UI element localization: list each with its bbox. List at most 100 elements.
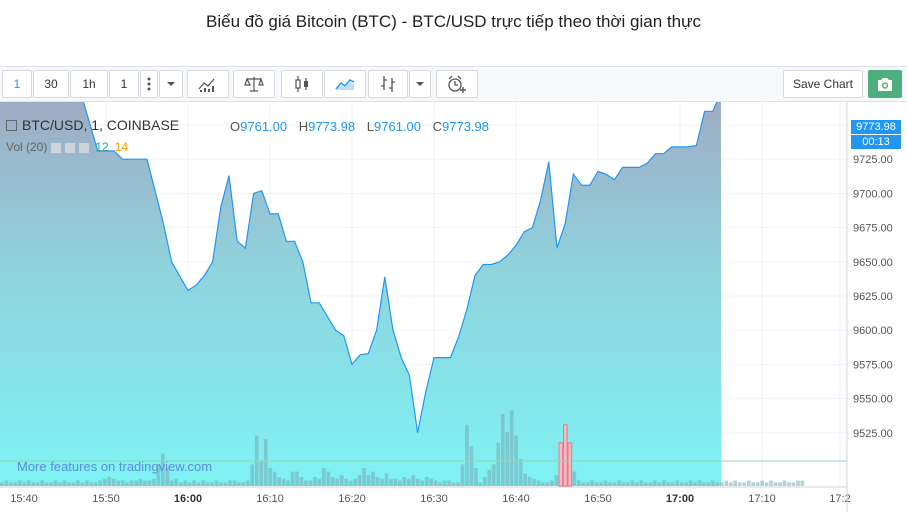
x-tick-label: 16:10 xyxy=(256,493,284,505)
volume-bar xyxy=(545,482,550,486)
tradingview-link[interactable]: More features on tradingview.com xyxy=(17,459,213,474)
y-tick-label: 9525.00 xyxy=(853,428,893,440)
compare-icon[interactable] xyxy=(233,70,275,98)
volume-bar xyxy=(679,482,684,486)
volume-bar xyxy=(44,482,49,486)
volume-bar xyxy=(214,480,219,486)
indicators-icon[interactable] xyxy=(187,70,229,98)
volume-bar xyxy=(165,468,170,486)
volume-bar xyxy=(326,471,331,486)
alert-clock-icon[interactable] xyxy=(436,70,478,98)
volume-bar xyxy=(491,464,496,486)
settings-icon[interactable] xyxy=(65,142,76,153)
save-chart-button[interactable]: Save Chart xyxy=(783,70,863,98)
volume-bar xyxy=(456,482,460,486)
camera-icon[interactable] xyxy=(868,70,902,98)
symbol-legend[interactable]: BTC/USD, 1, COINBASE xyxy=(6,117,179,133)
chevron-down-icon[interactable] xyxy=(159,70,183,98)
volume-legend[interactable]: Vol (20) 12 14 xyxy=(6,140,128,154)
volume-bar xyxy=(796,480,800,486)
volume-bar xyxy=(572,471,577,486)
price-area-fill xyxy=(0,102,721,486)
volume-bar xyxy=(134,480,138,486)
low-value: 9761.00 xyxy=(374,119,421,134)
volume-bar xyxy=(644,482,648,486)
chevron-down-icon[interactable] xyxy=(409,70,431,98)
ohlc-values: O9761.00 H9773.98 L9761.00 C9773.98 xyxy=(222,119,489,134)
interval-button-1-custom[interactable]: 1 xyxy=(109,70,139,98)
y-tick-label: 9550.00 xyxy=(853,394,893,406)
volume-bar xyxy=(527,477,532,486)
volume-bar xyxy=(563,424,568,487)
low-label: L xyxy=(366,119,374,134)
volume-bar xyxy=(648,482,653,486)
volume-bar xyxy=(603,480,608,486)
volume-bar xyxy=(375,477,380,486)
price-chart[interactable]: 9750.009725.009700.009675.009650.009625.… xyxy=(0,102,907,512)
volume-bar xyxy=(272,471,277,486)
volume-bar xyxy=(684,482,688,486)
interval-button-30[interactable]: 30 xyxy=(33,70,69,98)
volume-bar xyxy=(304,480,308,486)
volume-bar xyxy=(98,480,103,486)
volume-bar xyxy=(505,432,510,486)
volume-bar xyxy=(558,442,564,487)
area-chart-icon[interactable] xyxy=(324,70,366,98)
volume-bar xyxy=(22,482,27,486)
volume-bar xyxy=(344,478,349,486)
volume-bar xyxy=(599,482,603,486)
volume-bar xyxy=(751,482,755,486)
interval-button-1[interactable]: 1 xyxy=(2,70,32,98)
volume-bar xyxy=(576,480,581,486)
volume-bar xyxy=(760,480,764,486)
volume-bar xyxy=(630,480,635,486)
volume-bar xyxy=(107,477,111,486)
volume-bar xyxy=(35,482,40,486)
volume-bar xyxy=(161,453,165,486)
more-icon[interactable] xyxy=(140,70,158,98)
x-tick-label: 17:2 xyxy=(829,493,850,505)
volume-bar xyxy=(201,480,205,486)
close-icon[interactable] xyxy=(79,142,90,153)
volume-bar xyxy=(554,475,559,486)
chart-plot-area[interactable]: 9750.009725.009700.009675.009650.009625.… xyxy=(0,102,907,512)
volume-bar xyxy=(232,480,237,486)
volume-bar xyxy=(773,482,778,486)
volume-bar xyxy=(693,482,697,486)
bars-style-icon[interactable] xyxy=(368,70,408,98)
volume-bar xyxy=(782,480,787,486)
volume-bar xyxy=(26,480,31,486)
volume-bar xyxy=(317,478,322,486)
volume-bar xyxy=(746,480,751,486)
price-line xyxy=(82,102,718,433)
volume-bar xyxy=(541,482,545,486)
volume-bar xyxy=(330,477,335,486)
volume-bar xyxy=(263,439,268,486)
volume-label: Vol (20) xyxy=(6,140,48,154)
volume-bar xyxy=(787,482,791,486)
volume-bar xyxy=(120,480,125,486)
eye-icon[interactable] xyxy=(51,142,62,153)
volume-bar xyxy=(433,480,438,486)
y-tick-label: 9675.00 xyxy=(853,223,893,235)
volume-bar xyxy=(478,482,483,486)
volume-value-1: 12 xyxy=(95,140,109,154)
volume-bar xyxy=(737,482,742,486)
collapse-toggle-icon[interactable] xyxy=(6,119,17,131)
volume-bar xyxy=(290,471,295,486)
page-title: Biểu đồ giá Bitcoin (BTC) - BTC/USD trực… xyxy=(206,12,701,31)
chart-toolbar: 1 30 1h 1 Save Chart xyxy=(0,67,907,102)
volume-bar xyxy=(702,482,706,486)
volume-bar xyxy=(652,480,657,486)
volume-bar xyxy=(53,480,58,486)
x-tick-label: 16:30 xyxy=(420,493,448,505)
interval-button-1h[interactable]: 1h xyxy=(70,70,108,98)
volume-bar xyxy=(612,482,617,486)
close-value: 9773.98 xyxy=(442,119,490,134)
y-tick-label: 9625.00 xyxy=(853,291,893,303)
volume-bar xyxy=(85,480,89,486)
open-value: 9761.00 xyxy=(240,119,288,134)
candles-icon[interactable] xyxy=(281,70,323,98)
volume-bar xyxy=(62,480,67,486)
volume-value-2: 14 xyxy=(114,140,129,154)
